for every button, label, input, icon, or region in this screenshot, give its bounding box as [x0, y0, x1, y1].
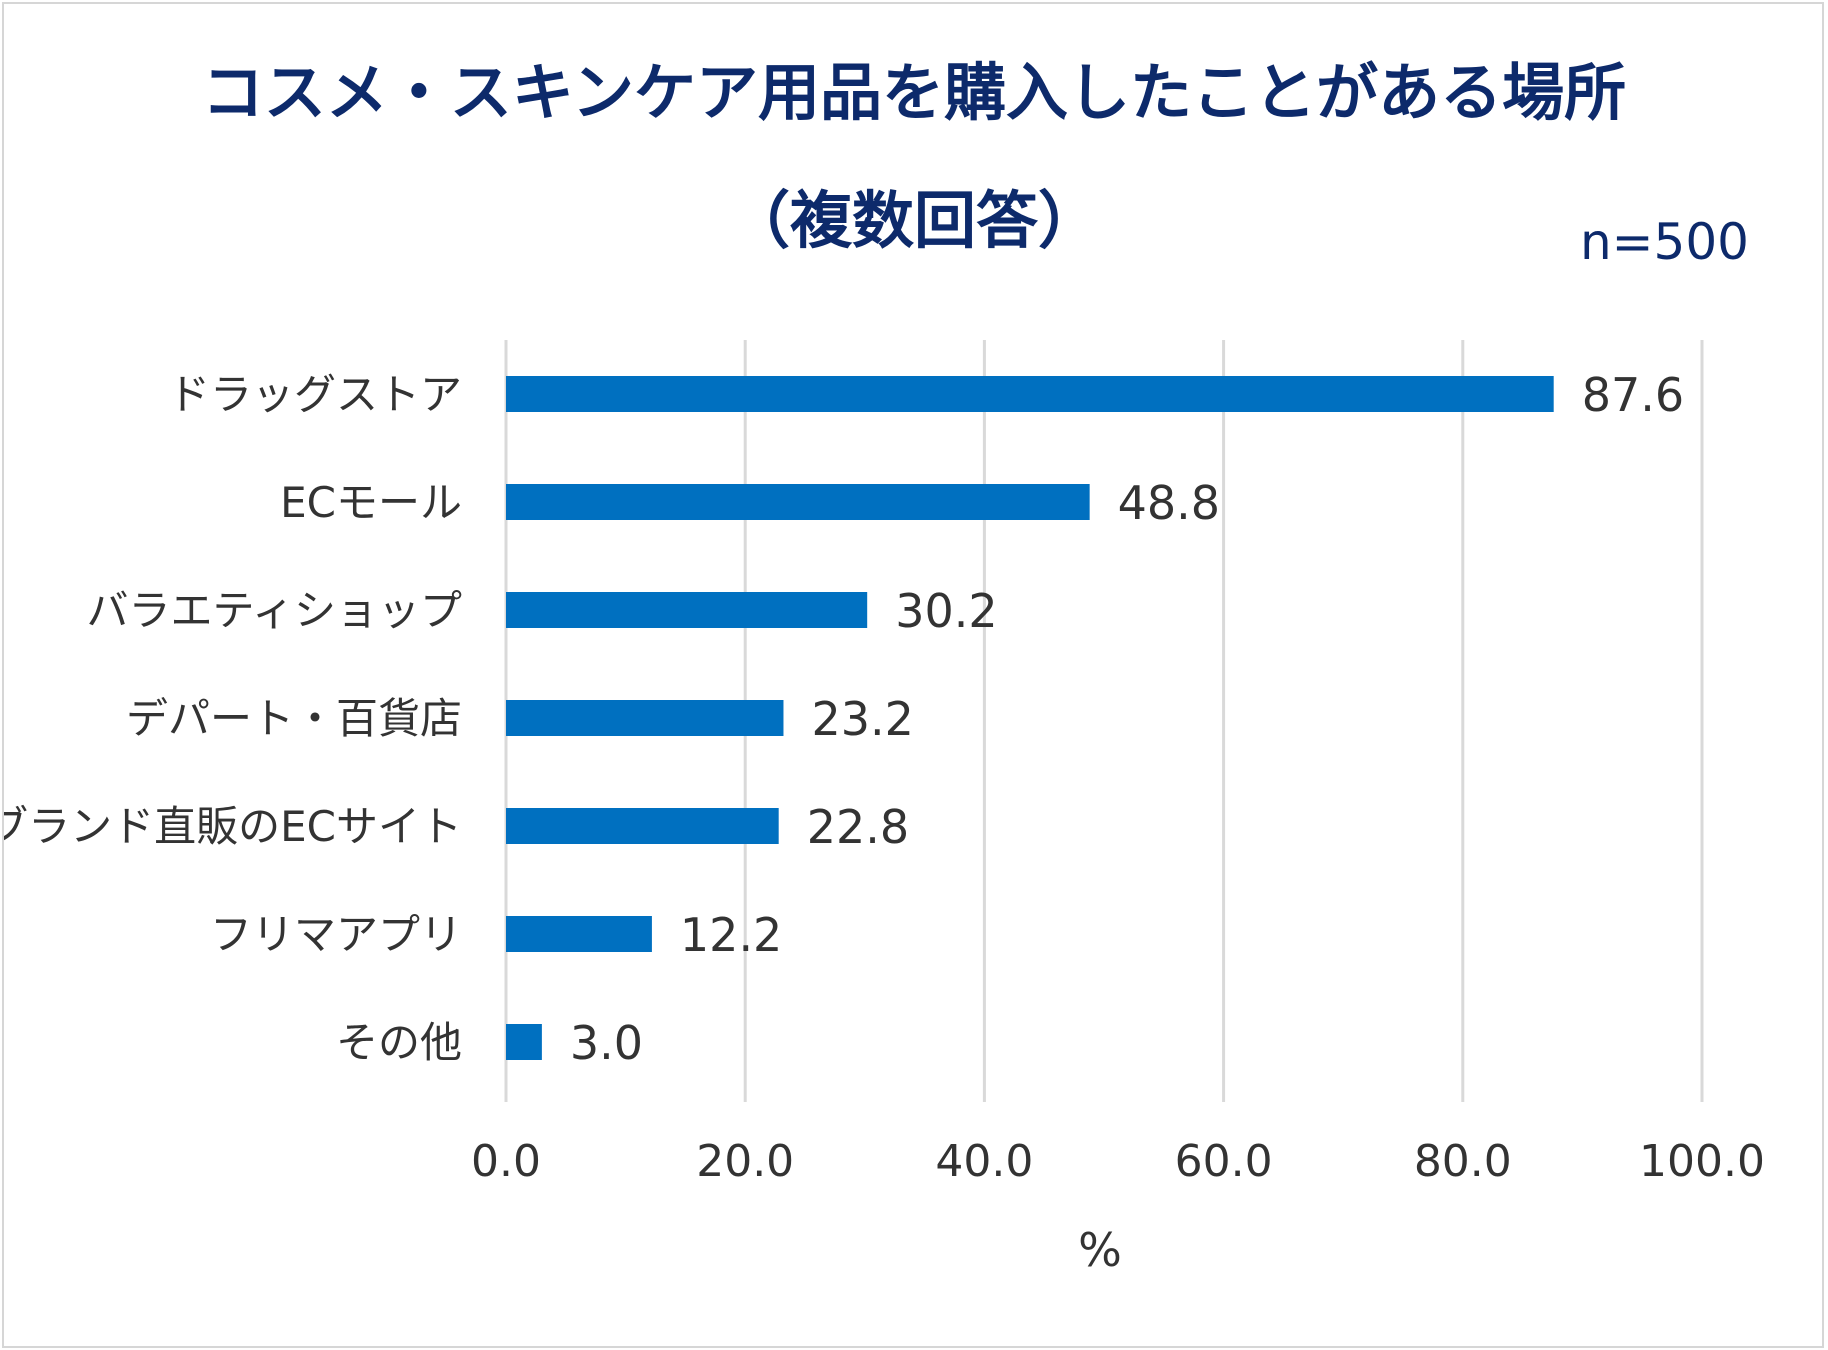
- bar: [506, 916, 652, 952]
- category-label: バラエティショップ: [87, 586, 462, 635]
- bar: [506, 484, 1090, 520]
- x-tick-label: 0.0: [471, 1136, 541, 1187]
- chart-subtitle: （複数回答）: [728, 184, 1100, 257]
- x-axis-ticks: 0.0 20.0 40.0 60.0 80.0 100.0: [471, 1136, 1765, 1187]
- category-label: ブランド直販のECサイト: [4, 802, 462, 851]
- value-label: 3.0: [570, 1016, 643, 1070]
- category-label: ドラッグストア: [168, 370, 462, 419]
- category-label: その他: [336, 1018, 462, 1067]
- value-label: 23.2: [811, 692, 913, 746]
- category-label: ECモール: [280, 478, 462, 527]
- x-axis-label: %: [1078, 1223, 1122, 1277]
- value-label: 30.2: [895, 584, 997, 638]
- bar: [506, 1024, 542, 1060]
- value-label: 87.6: [1582, 368, 1684, 422]
- x-tick-label: 80.0: [1414, 1136, 1512, 1187]
- x-tick-label: 100.0: [1639, 1136, 1765, 1187]
- value-label: 48.8: [1118, 476, 1220, 530]
- bar-chart: コスメ・スキンケア用品を購入したことがある場所 （複数回答） n=500 ドラッ…: [4, 56, 1765, 1277]
- value-labels: 87.6 48.8 30.2 23.2 22.8 12.2 3.0: [570, 368, 1684, 1070]
- category-label: フリマアプリ: [210, 910, 462, 959]
- bar: [506, 376, 1554, 412]
- value-label: 22.8: [807, 800, 909, 854]
- sample-size-label: n=500: [1580, 213, 1749, 271]
- x-tick-label: 40.0: [935, 1136, 1033, 1187]
- category-labels: ドラッグストア ECモールバラエティショップデパート・百貨店ブランド直販のECサイ…: [4, 370, 462, 1067]
- chart-title: コスメ・スキンケア用品を購入したことがある場所: [202, 56, 1626, 129]
- bar: [506, 700, 784, 736]
- x-tick-label: 60.0: [1175, 1136, 1273, 1187]
- category-label: デパート・百貨店: [126, 694, 462, 743]
- bar: [506, 592, 868, 628]
- bar: [506, 808, 779, 844]
- value-label: 12.2: [680, 908, 782, 962]
- x-tick-label: 20.0: [696, 1136, 794, 1187]
- gridlines: [504, 340, 1704, 1102]
- bars-group: [506, 376, 1554, 1060]
